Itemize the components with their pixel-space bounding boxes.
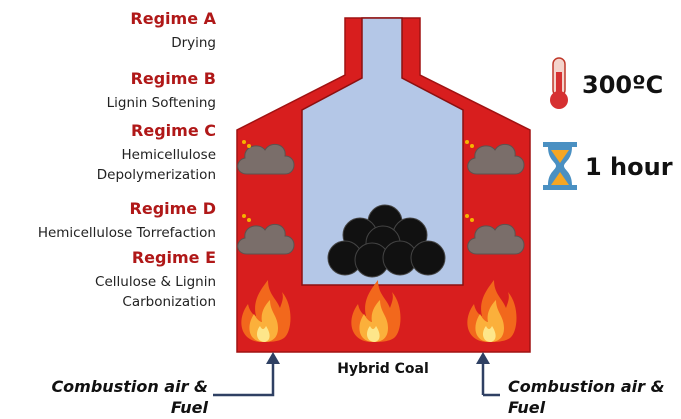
- input-label: Combustion air &: [508, 377, 665, 396]
- input-label: Combustion air &: [51, 377, 208, 396]
- temperature: 300ºC: [582, 71, 663, 99]
- regime-desc: Depolymerization: [97, 167, 216, 183]
- input-label: Fuel: [171, 398, 209, 417]
- input-label: Fuel: [508, 398, 546, 417]
- regime-title: Regime C: [131, 121, 216, 140]
- regime-desc: Carbonization: [122, 294, 216, 310]
- regime-desc: Drying: [171, 35, 216, 51]
- regime-desc: Lignin Softening: [107, 95, 216, 111]
- duration: 1 hour: [585, 153, 673, 181]
- regime-desc: Hemicellulose Torrefaction: [38, 225, 216, 241]
- regime-title: Regime D: [130, 199, 216, 218]
- regime-title: Regime A: [130, 9, 216, 28]
- regime-desc: Cellulose & Lignin: [95, 274, 216, 290]
- product: Hybrid Coal: [337, 361, 429, 377]
- regime-desc: Hemicellulose: [122, 147, 217, 163]
- regime-title: Regime B: [131, 69, 216, 88]
- regime-title: Regime E: [132, 248, 216, 267]
